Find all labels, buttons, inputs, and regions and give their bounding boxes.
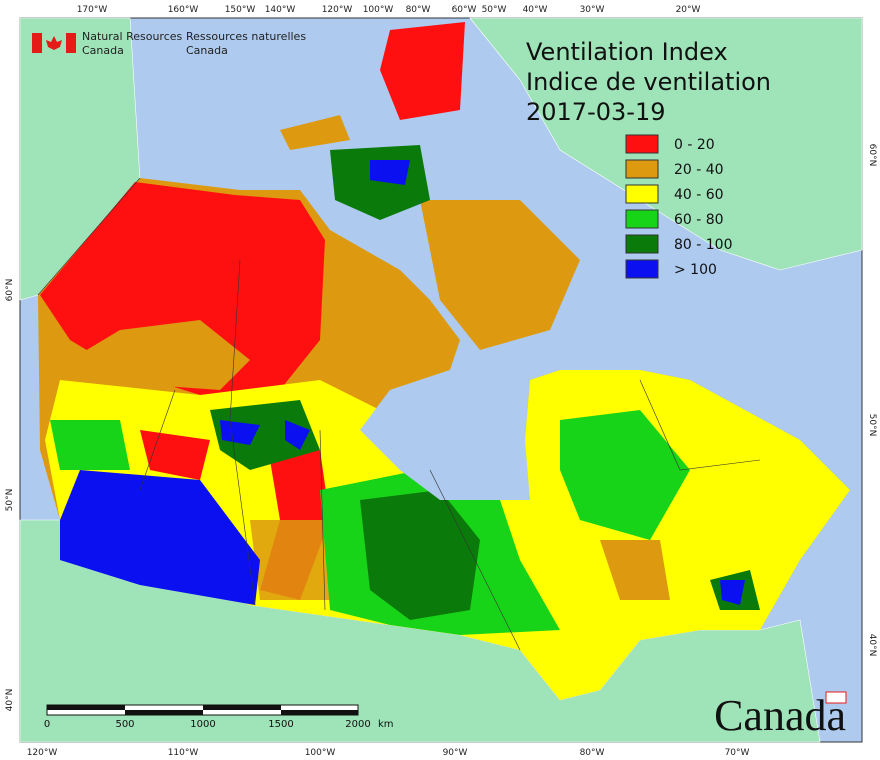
scale-unit: km: [378, 719, 394, 730]
borders: [37, 177, 761, 651]
scale-bar: [46, 704, 359, 716]
graticule-label: 170°W: [77, 5, 108, 15]
graticule-label: 100°W: [363, 5, 394, 15]
scale-label: 0: [44, 719, 50, 730]
legend-swatch: [625, 184, 659, 204]
legend-swatch: [625, 159, 659, 179]
flag-logo: [32, 33, 76, 53]
legend-label: 80 - 100: [674, 237, 733, 253]
scale-label: 2000: [345, 719, 370, 730]
date: 2017-03-19: [526, 98, 665, 126]
country-en: Canada: [82, 44, 124, 57]
graticule-label: 110°W: [168, 748, 199, 758]
hudson-bay: [360, 370, 530, 500]
scale-label: 1000: [190, 719, 215, 730]
graticule-label: 60°N: [5, 279, 15, 302]
graticule-label: 40°N: [5, 689, 15, 712]
legend-swatch: [625, 209, 659, 229]
graticule-label: 60°N: [867, 144, 877, 167]
graticule-label: 100°W: [305, 748, 336, 758]
neighbouring-land: [19, 17, 863, 743]
wordmark: Canada: [714, 691, 846, 740]
legend-label: 40 - 60: [674, 187, 724, 203]
graticule-label: 80°W: [406, 5, 431, 15]
legend-swatch: [625, 134, 659, 154]
legend-label: 0 - 20: [674, 137, 715, 153]
legend-swatch: [625, 259, 659, 279]
title-fr: Indice de ventilation: [526, 68, 771, 96]
graticule-label: 140°W: [265, 5, 296, 15]
legend-swatch: [625, 234, 659, 254]
agency-fr: Ressources naturelles: [186, 30, 306, 43]
canada-fields: [38, 22, 850, 700]
legend-label: > 100: [674, 262, 717, 278]
graticule-label: 40°N: [867, 634, 877, 657]
graticule-label: 40°W: [523, 5, 548, 15]
graticule-label: 120°W: [322, 5, 353, 15]
graticule-label: 160°W: [168, 5, 199, 15]
graticule-label: 50°N: [5, 489, 15, 512]
graticule-label: 70°W: [725, 748, 750, 758]
graticule-label: 30°W: [580, 5, 605, 15]
country-fr: Canada: [186, 44, 228, 57]
scale-label: 1500: [268, 719, 293, 730]
scale-label: 500: [115, 719, 134, 730]
graticule-label: 60°W: [452, 5, 477, 15]
graticule-label: 20°W: [676, 5, 701, 15]
graticule-label: 50°W: [482, 5, 507, 15]
agency-en: Natural Resources: [82, 30, 183, 43]
title-en: Ventilation Index: [526, 38, 728, 66]
graticule-label: 50°N: [867, 414, 877, 437]
graticule-label: 80°W: [580, 748, 605, 758]
legend-label: 60 - 80: [674, 212, 724, 228]
graticule-label: 90°W: [443, 748, 468, 758]
legend-label: 20 - 40: [674, 162, 724, 178]
graticule-label: 120°W: [27, 748, 58, 758]
wordmark-flag: [825, 691, 847, 704]
graticule-label: 150°W: [225, 5, 256, 15]
